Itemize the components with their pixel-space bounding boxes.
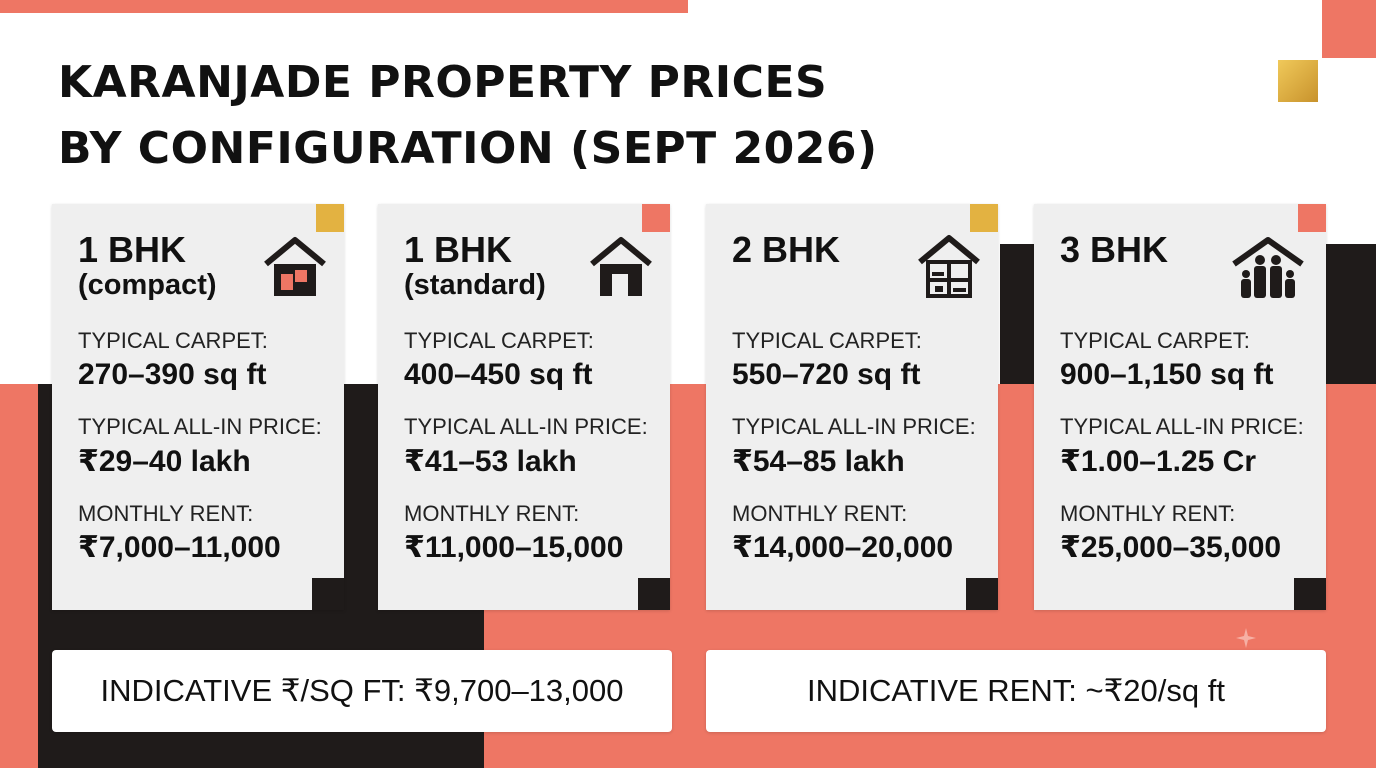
card-heading: 3 BHK [1060,232,1168,268]
price-label: TYPICAL ALL-IN PRICE: [1060,414,1304,439]
card-heading-main: 3 BHK [1060,229,1169,270]
card-1bhk-compact: 1 BHK (compact) TYPICAL CARPET: 270–390 … [52,204,344,610]
corner-accent-coral [1298,204,1326,232]
corner-accent-black [312,578,344,610]
price-label: TYPICAL ALL-IN PRICE: [78,414,322,439]
rent-label: MONTHLY RENT: [78,501,254,526]
house-family-icon [1230,234,1306,300]
rent-label: MONTHLY RENT: [404,501,580,526]
gold-square-decoration [1278,60,1318,102]
page-title-line-2: BY CONFIGURATION (SEPT 2026) [58,123,878,174]
corner-accent-coral [642,204,670,232]
card-heading: 2 BHK [732,232,840,268]
card-heading-sub: (standard) [404,269,546,301]
page-title: KARANJADE PROPERTY PRICES BY CONFIGURATI… [58,50,878,182]
corner-accent-black [966,578,998,610]
rent-label: MONTHLY RENT: [1060,501,1236,526]
carpet-label: TYPICAL CARPET: [1060,328,1250,353]
card-heading: 1 BHK (compact) [78,232,217,302]
house-rooms-icon [916,234,982,300]
top-coral-bar [0,0,688,13]
house-door-icon [262,234,328,300]
house-icon [588,234,654,300]
corner-accent-gold [316,204,344,232]
top-right-coral-block [1322,0,1376,58]
bottom-left-coral-strip [0,384,38,768]
price-value: ₹41–53 lakh [404,445,577,478]
indicative-price-per-sqft-text: INDICATIVE ₹/SQ FT: ₹9,700–13,000 [100,673,624,708]
page-title-line-1: KARANJADE PROPERTY PRICES [58,57,828,108]
indicative-rent-text: INDICATIVE RENT: ~₹20/sq ft [807,673,1225,708]
card-1bhk-standard: 1 BHK (standard) TYPICAL CARPET: 400–450… [378,204,670,610]
rent-value: ₹11,000–15,000 [404,531,624,564]
card-3bhk: 3 BHK TYPICAL CARPET: 900–1,150 sq ft TY… [1034,204,1326,610]
price-value: ₹54–85 lakh [732,445,905,478]
corner-accent-gold [970,204,998,232]
card-heading-main: 2 BHK [732,229,841,270]
carpet-value: 270–390 sq ft [78,358,267,391]
card-heading: 1 BHK (standard) [404,232,546,302]
carpet-value: 400–450 sq ft [404,358,593,391]
carpet-value: 550–720 sq ft [732,358,921,391]
indicative-rent-box: INDICATIVE RENT: ~₹20/sq ft [706,650,1326,732]
card-heading-main: 1 BHK [404,229,513,270]
price-label: TYPICAL ALL-IN PRICE: [732,414,976,439]
price-value: ₹29–40 lakh [78,445,251,478]
card-heading-main: 1 BHK [78,229,187,270]
carpet-label: TYPICAL CARPET: [78,328,268,353]
corner-accent-black [1294,578,1326,610]
carpet-label: TYPICAL CARPET: [404,328,594,353]
rent-value: ₹25,000–35,000 [1060,531,1282,564]
rent-value: ₹14,000–20,000 [732,531,954,564]
rent-value: ₹7,000–11,000 [78,531,281,564]
card-heading-sub: (compact) [78,269,217,301]
carpet-label: TYPICAL CARPET: [732,328,922,353]
corner-accent-black [638,578,670,610]
rent-label: MONTHLY RENT: [732,501,908,526]
indicative-price-per-sqft-box: INDICATIVE ₹/SQ FT: ₹9,700–13,000 [52,650,672,732]
sparkle-decoration [1236,628,1256,648]
card-2bhk: 2 BHK TYPICAL CARPET: 550–720 sq ft TYPI… [706,204,998,610]
price-label: TYPICAL ALL-IN PRICE: [404,414,648,439]
carpet-value: 900–1,150 sq ft [1060,358,1274,391]
price-value: ₹1.00–1.25 Cr [1060,445,1257,478]
